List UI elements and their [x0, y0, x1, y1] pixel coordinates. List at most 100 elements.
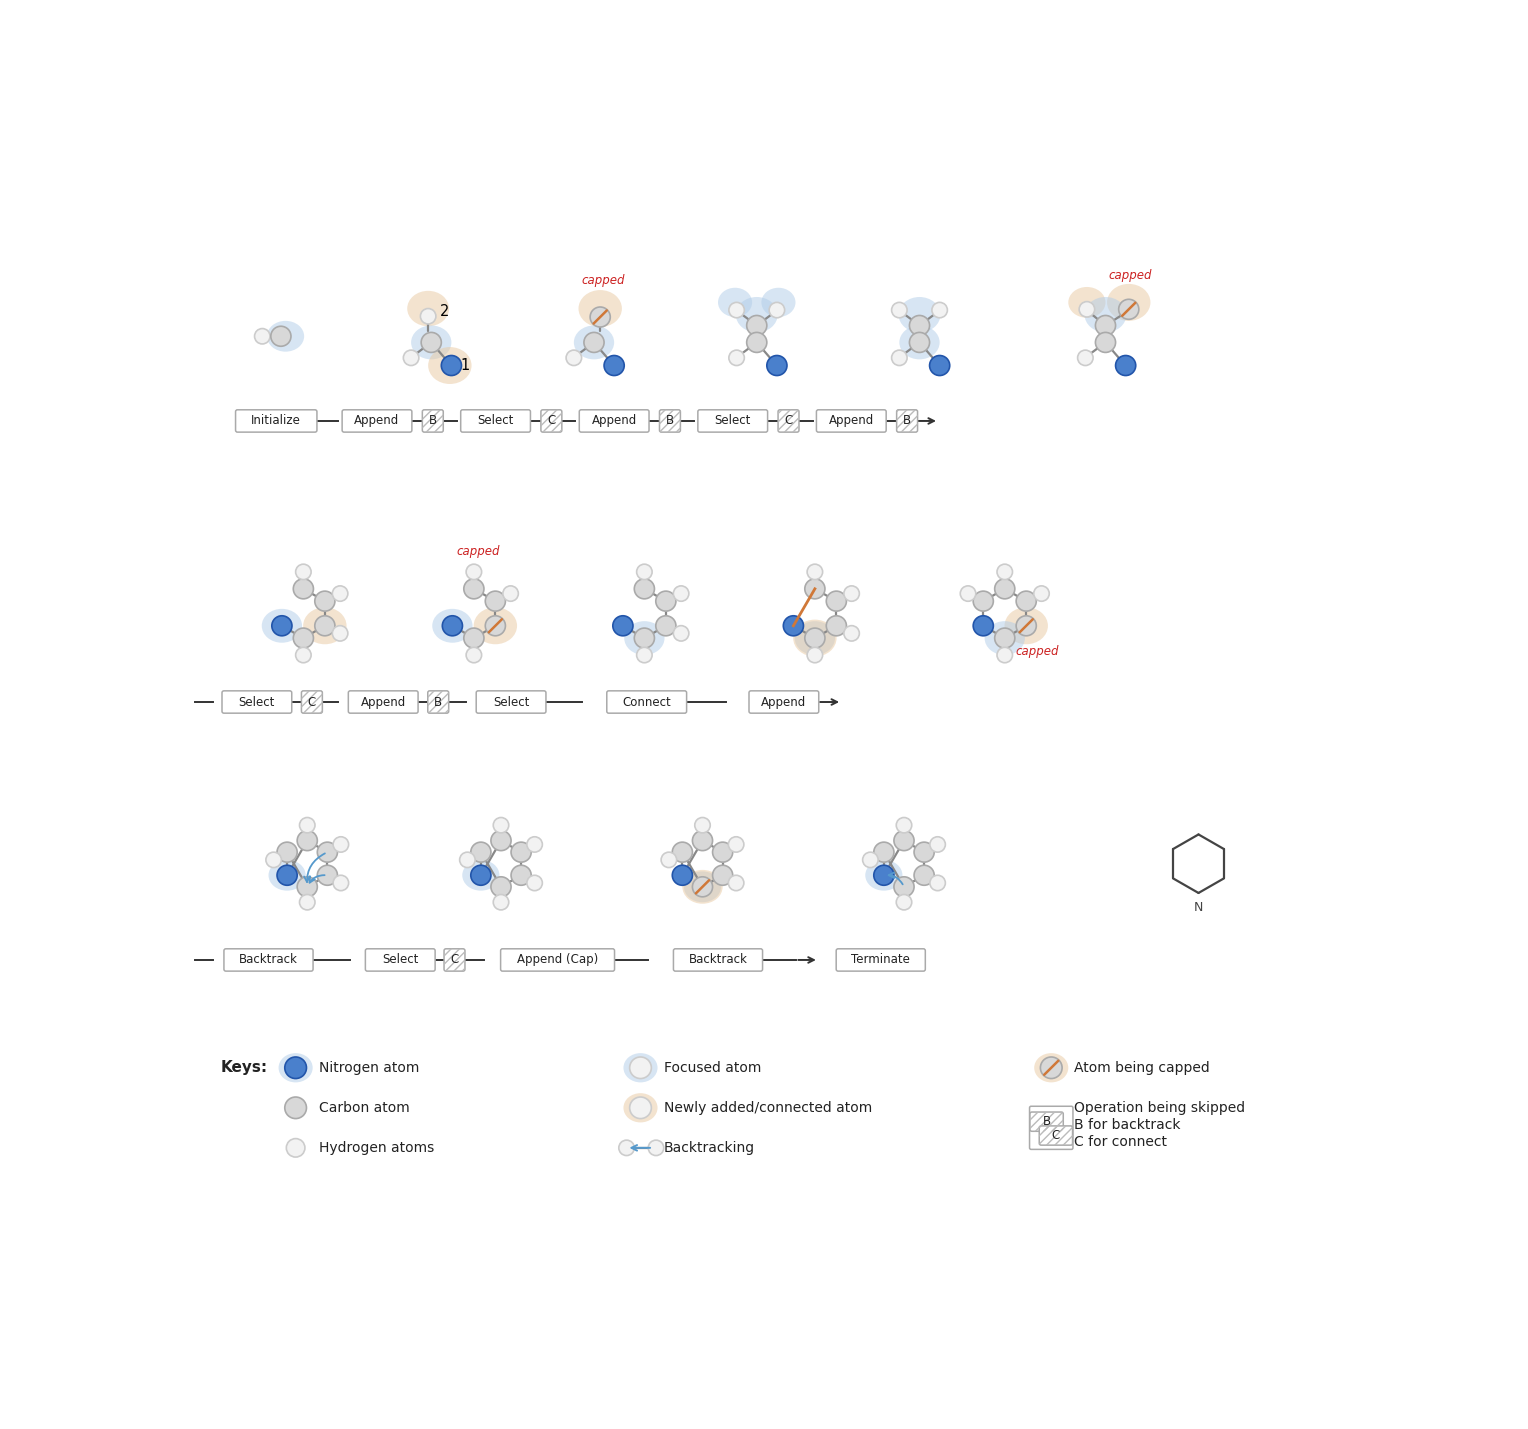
Text: Append: Append: [828, 414, 874, 427]
Circle shape: [318, 865, 338, 886]
Text: capped: capped: [455, 544, 500, 557]
Circle shape: [909, 316, 929, 336]
Circle shape: [973, 616, 993, 636]
Ellipse shape: [1068, 287, 1105, 317]
Circle shape: [929, 356, 950, 376]
Circle shape: [1096, 333, 1115, 353]
Circle shape: [284, 1097, 307, 1119]
FancyBboxPatch shape: [365, 949, 435, 972]
Text: Select: Select: [715, 414, 750, 427]
FancyBboxPatch shape: [607, 690, 686, 713]
Circle shape: [333, 586, 348, 602]
Text: Backtrack: Backtrack: [689, 953, 747, 966]
Circle shape: [767, 356, 787, 376]
Ellipse shape: [269, 860, 306, 890]
Circle shape: [486, 616, 506, 636]
Circle shape: [863, 852, 879, 867]
Ellipse shape: [683, 870, 723, 903]
Text: Backtracking: Backtracking: [663, 1140, 755, 1155]
Circle shape: [672, 842, 692, 862]
Circle shape: [284, 1057, 307, 1079]
Circle shape: [422, 333, 442, 353]
Text: Select: Select: [238, 696, 275, 709]
Circle shape: [634, 629, 654, 649]
Ellipse shape: [428, 347, 472, 384]
Circle shape: [692, 830, 712, 850]
Circle shape: [630, 1057, 651, 1079]
Circle shape: [613, 616, 633, 636]
Ellipse shape: [623, 1093, 657, 1122]
Ellipse shape: [579, 290, 622, 327]
Circle shape: [255, 329, 270, 344]
Text: B for backtrack: B for backtrack: [1074, 1117, 1181, 1132]
Ellipse shape: [793, 620, 836, 656]
Circle shape: [1118, 299, 1138, 319]
Circle shape: [527, 875, 542, 890]
Circle shape: [805, 579, 825, 599]
FancyBboxPatch shape: [301, 690, 322, 713]
FancyBboxPatch shape: [477, 690, 545, 713]
Text: Append: Append: [761, 696, 807, 709]
Text: Focused atom: Focused atom: [663, 1060, 761, 1075]
Circle shape: [674, 626, 689, 642]
Circle shape: [494, 895, 509, 910]
Circle shape: [1041, 1057, 1062, 1079]
Circle shape: [909, 333, 929, 353]
Circle shape: [729, 875, 744, 890]
Text: Select: Select: [382, 953, 419, 966]
Circle shape: [333, 626, 348, 642]
Circle shape: [584, 333, 604, 353]
Ellipse shape: [685, 872, 721, 902]
Circle shape: [892, 303, 908, 317]
Circle shape: [695, 817, 711, 833]
Text: 2: 2: [440, 304, 449, 319]
Circle shape: [510, 865, 532, 886]
Circle shape: [729, 303, 744, 317]
Text: Append: Append: [361, 696, 406, 709]
FancyBboxPatch shape: [674, 949, 762, 972]
Circle shape: [333, 875, 348, 890]
Ellipse shape: [984, 622, 1025, 654]
Text: Select: Select: [477, 414, 513, 427]
Circle shape: [266, 852, 281, 867]
Text: C: C: [784, 414, 793, 427]
Circle shape: [894, 830, 914, 850]
Circle shape: [1077, 350, 1093, 366]
Circle shape: [466, 647, 481, 663]
Text: Atom being capped: Atom being capped: [1074, 1060, 1210, 1075]
Circle shape: [630, 1097, 651, 1119]
Circle shape: [471, 865, 490, 886]
Ellipse shape: [432, 609, 472, 643]
Circle shape: [805, 629, 825, 649]
Circle shape: [637, 647, 652, 663]
Circle shape: [293, 579, 313, 599]
FancyBboxPatch shape: [541, 410, 562, 432]
Ellipse shape: [1108, 284, 1151, 322]
Ellipse shape: [900, 326, 940, 359]
Text: Terminate: Terminate: [851, 953, 911, 966]
Ellipse shape: [463, 860, 500, 890]
Ellipse shape: [1085, 297, 1126, 333]
Circle shape: [270, 326, 290, 346]
FancyBboxPatch shape: [422, 410, 443, 432]
Circle shape: [293, 629, 313, 649]
Ellipse shape: [865, 860, 903, 890]
Circle shape: [747, 333, 767, 353]
Circle shape: [315, 616, 335, 636]
Circle shape: [729, 837, 744, 852]
Ellipse shape: [261, 609, 303, 643]
Circle shape: [807, 647, 822, 663]
Circle shape: [466, 564, 481, 580]
Circle shape: [1079, 302, 1094, 317]
Text: Hydrogen atoms: Hydrogen atoms: [319, 1140, 434, 1155]
Text: C: C: [1051, 1129, 1060, 1142]
Text: C: C: [451, 953, 458, 966]
Circle shape: [1016, 616, 1036, 636]
Circle shape: [747, 316, 767, 336]
FancyBboxPatch shape: [1039, 1126, 1073, 1145]
Circle shape: [656, 616, 675, 636]
Circle shape: [494, 817, 509, 833]
Text: Append: Append: [354, 414, 400, 427]
Text: Append: Append: [591, 414, 637, 427]
Text: B: B: [1042, 1115, 1051, 1127]
